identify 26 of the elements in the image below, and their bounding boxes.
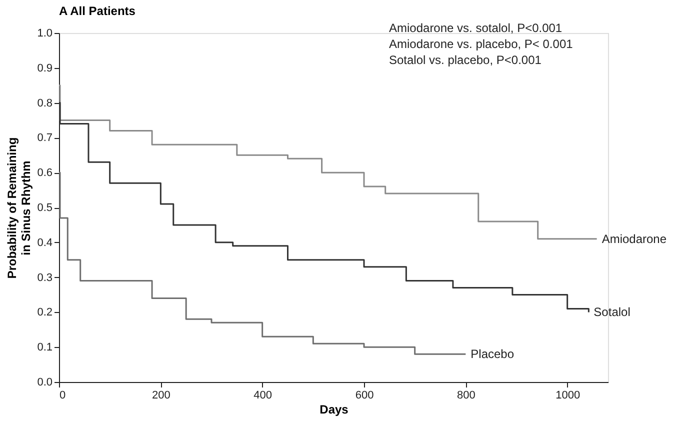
annotation: Sotalol vs. placebo, P<0.001 (389, 53, 542, 67)
y-tick-label: 0.8 (37, 97, 52, 110)
y-tick-label: 0.4 (37, 236, 52, 249)
x-tick-label: 1000 (556, 390, 580, 402)
x-tick-label: 200 (152, 390, 170, 402)
y-tick-label: 0.3 (37, 272, 52, 284)
x-axis-title: Days (320, 402, 349, 416)
y-tick-label: 0.7 (37, 132, 52, 144)
y-tick-label: 0.6 (37, 167, 52, 180)
series-label: Placebo (470, 347, 514, 362)
x-tick-label: 600 (355, 390, 374, 402)
x-tick-label: 0 (60, 390, 66, 402)
annotation: Amiodarone vs. placebo, P< 0.001 (389, 37, 574, 51)
x-tick-label: 800 (456, 390, 476, 402)
annotation: Amiodarone vs. sotalol, P<0.001 (389, 21, 562, 35)
y-tick-label: 0.0 (37, 376, 52, 388)
chart-title: A All Patients (59, 4, 136, 18)
series-label: Sotalol (594, 305, 630, 320)
x-tick-label: 400 (254, 390, 272, 402)
y-tick-label: 0.2 (37, 306, 52, 319)
y-tick-label: 0.9 (37, 62, 52, 74)
y-tick-label: 1.0 (37, 28, 52, 40)
series-label: Amiodarone (602, 232, 667, 246)
y-tick-label: 0.1 (37, 342, 52, 354)
y-tick-label: 0.5 (37, 202, 52, 214)
y-axis-title: Probability of Remaining in Sinus Rhythm (5, 137, 34, 279)
